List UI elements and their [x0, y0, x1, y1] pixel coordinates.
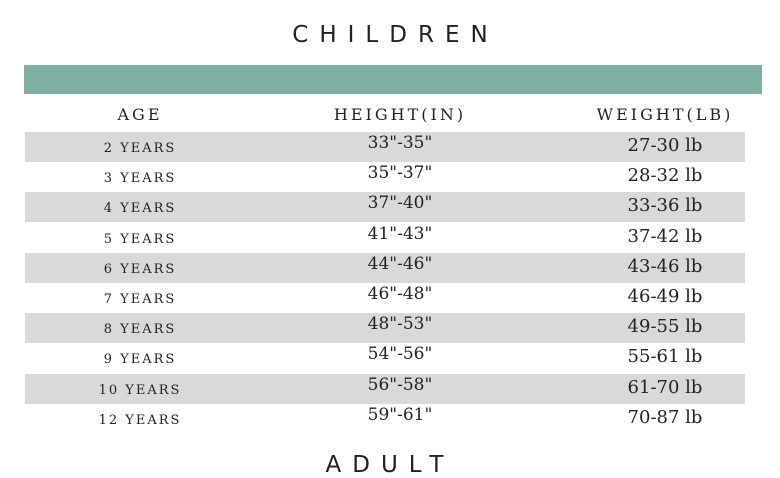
age-cell: 5 YEARS — [103, 231, 177, 247]
table-row: 9 YEARS 54"-56" 55-61 lb — [25, 343, 745, 373]
height-cell: 35"-37" — [367, 163, 433, 184]
height-cell: 41"-43" — [367, 223, 433, 244]
height-cell: 44"-46" — [367, 253, 433, 274]
age-cell: 2 YEARS — [103, 141, 177, 156]
weight-cell: 33-36 lb — [627, 195, 703, 217]
age-cell: 9 YEARS — [103, 352, 177, 368]
weight-cell: 70-87 lb — [627, 406, 703, 428]
age-cell: 4 YEARS — [103, 201, 177, 217]
table-row: 8 YEARS 48"-53" 49-55 lb — [25, 313, 745, 344]
age-cell: 8 YEARS — [103, 322, 177, 338]
table-row: 12 YEARS 59"-61" 70-87 lb — [25, 404, 745, 434]
table-row: 10 YEARS 56"-58" 61-70 lb — [25, 373, 745, 404]
age-cell: 3 YEARS — [103, 171, 177, 187]
height-cell: 46"-48" — [367, 284, 433, 304]
weight-cell: 61-70 lb — [627, 376, 703, 398]
age-cell: 10 YEARS — [98, 382, 182, 398]
weight-cell: 28-32 lb — [627, 165, 703, 187]
header-weight: WEIGHT(LB) — [596, 105, 734, 124]
height-cell: 33"-35" — [367, 133, 433, 153]
height-cell: 59"-61" — [367, 404, 433, 425]
weight-cell: 43-46 lb — [627, 255, 703, 277]
weight-cell: 37-42 lb — [627, 225, 703, 247]
accent-bar — [24, 65, 762, 94]
table-row: 4 YEARS 37"-40" 33-36 lb — [25, 192, 745, 223]
header-height: HEIGHT(IN) — [333, 105, 467, 124]
weight-cell: 49-55 lb — [627, 316, 703, 338]
table-row: 5 YEARS 41"-43" 37-42 lb — [25, 223, 745, 253]
age-cell: 6 YEARS — [103, 261, 177, 277]
age-cell: 7 YEARS — [103, 292, 177, 307]
next-section-title: ADULT — [325, 452, 455, 478]
table-row: 3 YEARS 35"-37" 28-32 lb — [25, 162, 745, 192]
height-cell: 54"-56" — [367, 344, 433, 365]
header-age: AGE — [117, 105, 163, 124]
weight-cell: 27-30 lb — [627, 135, 703, 156]
height-cell: 48"-53" — [367, 314, 433, 335]
table-row: 7 YEARS 46"-48" 46-49 lb — [25, 283, 745, 313]
section-title: CHILDREN — [292, 22, 499, 48]
weight-cell: 55-61 lb — [627, 346, 703, 368]
age-cell: 12 YEARS — [98, 412, 182, 428]
height-cell: 37"-40" — [367, 193, 433, 214]
weight-cell: 46-49 lb — [627, 286, 703, 307]
table-row: 6 YEARS 44"-46" 43-46 lb — [25, 252, 745, 283]
height-cell: 56"-58" — [367, 374, 433, 395]
table-row: 2 YEARS 33"-35" 27-30 lb — [25, 132, 745, 162]
